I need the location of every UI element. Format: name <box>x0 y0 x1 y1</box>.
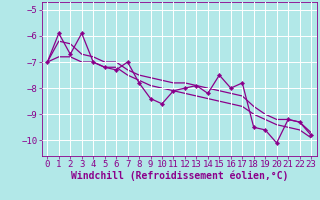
X-axis label: Windchill (Refroidissement éolien,°C): Windchill (Refroidissement éolien,°C) <box>70 171 288 181</box>
